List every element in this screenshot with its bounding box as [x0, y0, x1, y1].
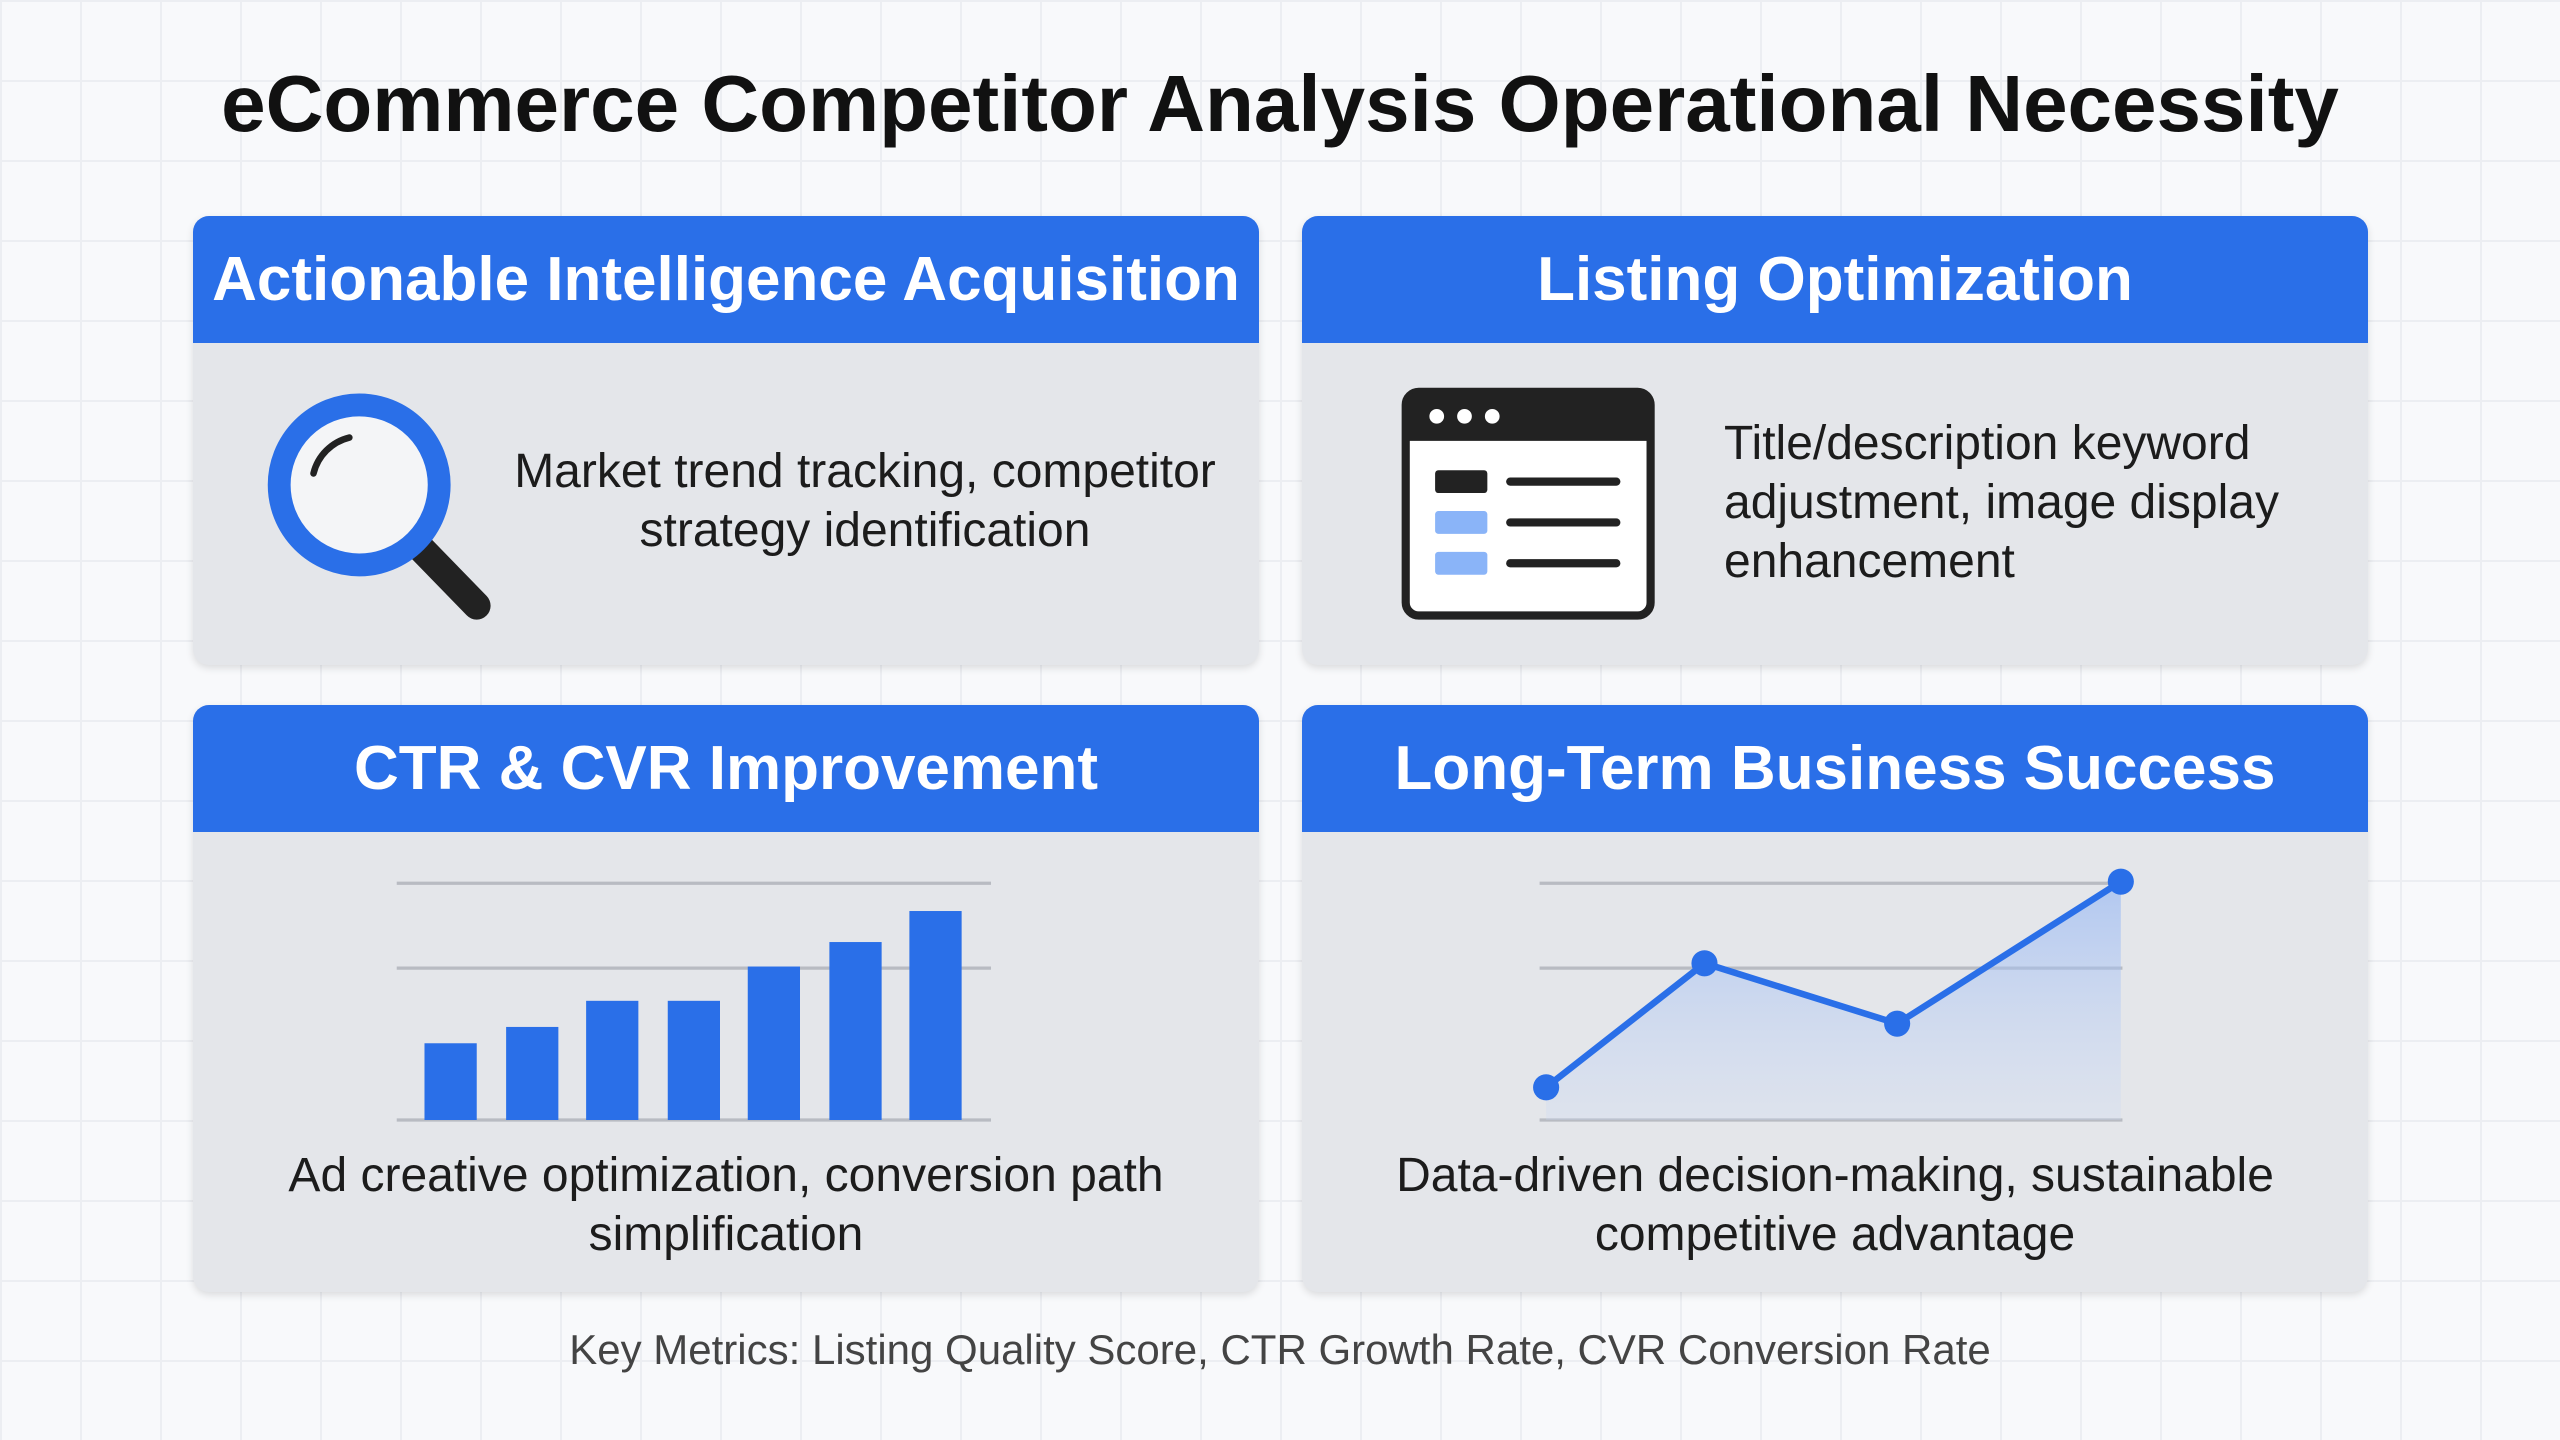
card-title: CTR & CVR Improvement: [193, 705, 1259, 832]
magnifier-icon: [267, 393, 491, 620]
card-text: Title/description keyword adjustment, im…: [1724, 417, 2279, 588]
card-text: Market trend tracking, competitor strate…: [514, 445, 1216, 557]
footer-note: Key Metrics: Listing Quality Score, CTR …: [569, 1326, 1991, 1373]
card-title: Long-Term Business Success: [1302, 705, 2368, 832]
card: Actionable Intelligence Acquisition: [193, 216, 1259, 665]
card: CTR & CVR Improvement: [193, 705, 1259, 1292]
card-text: Data-driven decision-making, sustainable…: [1396, 1149, 2274, 1261]
browser-icon: [1401, 387, 1655, 620]
bar-chart-icon: [396, 881, 992, 1122]
card-title: Listing Optimization: [1302, 216, 2368, 343]
card-text: Ad creative optimization, conversion pat…: [288, 1149, 1164, 1261]
card: Long-Term Business Success: [1302, 705, 2368, 1292]
line-chart-icon: [1533, 868, 2134, 1122]
page-title: eCommerce Competitor Analysis Operationa…: [221, 59, 2339, 148]
card-title: Actionable Intelligence Acquisition: [193, 216, 1259, 343]
